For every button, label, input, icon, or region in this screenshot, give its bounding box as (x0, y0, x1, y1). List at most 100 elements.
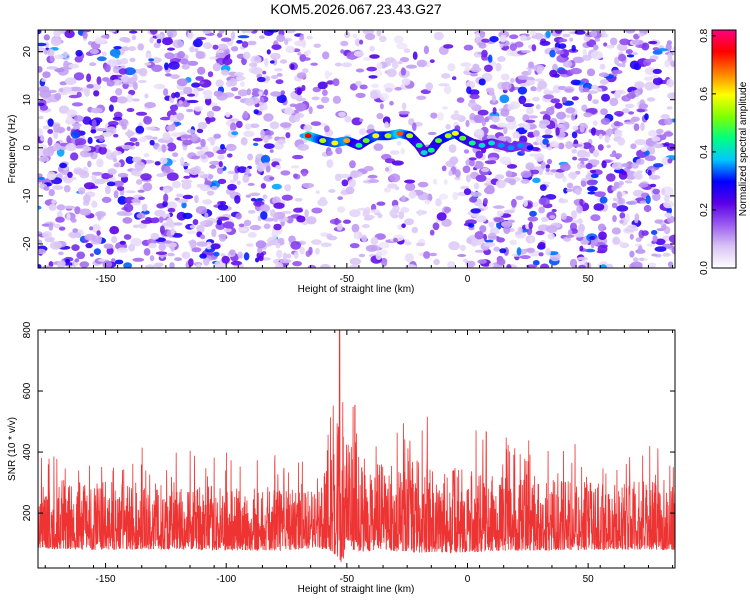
spectrogram-cell (200, 81, 205, 85)
spectrogram-cell (55, 216, 65, 223)
spectrogram-cell (227, 183, 237, 191)
spectrogram-cell (621, 170, 627, 176)
spectrogram-cell (514, 41, 524, 48)
spectrogram-cell (593, 203, 605, 211)
spectrogram-cell (320, 96, 330, 104)
spectrogram-cell (93, 248, 101, 256)
spectrogram-cell (265, 76, 271, 81)
spectrogram-cell (108, 30, 116, 33)
spectrogram-cell (246, 243, 254, 247)
spectrogram-cell (629, 60, 640, 70)
spectrogram-cell (486, 134, 496, 140)
spectrogram-cell (200, 154, 207, 160)
spectrogram-cell (295, 103, 305, 112)
colorbar-tick-label: 0.6 (699, 86, 710, 100)
spectrogram-cell (218, 234, 228, 238)
spectrogram-cell (284, 106, 294, 115)
spectrogram-cell (150, 232, 160, 240)
spectrogram-cell (242, 174, 250, 183)
spectrogram-cell (477, 259, 488, 264)
spectrogram-cell (380, 249, 388, 256)
spectrogram-cell (265, 164, 271, 173)
spectrogram-cell (626, 92, 636, 99)
spectrogram-cell (158, 243, 166, 251)
spectrogram-cell (195, 76, 204, 81)
spectrogram-cell (538, 206, 545, 214)
spectrogram-cell (119, 37, 130, 42)
snr-panel: -150 -100 -50 0 50 200 400 600 800 Height of st… (7, 321, 676, 595)
spectrogram-cell (396, 140, 402, 146)
spectrogram-cell (135, 111, 148, 116)
spectrogram-cell (280, 122, 292, 128)
spectrogram-cell (432, 178, 438, 185)
spectrogram-cell (253, 142, 259, 146)
spectrogram-cell (629, 250, 635, 258)
spectrogram-cell (74, 115, 84, 122)
spectrogram-cell (664, 212, 672, 218)
spectrogram-cell (297, 52, 302, 56)
spectrogram-cell (191, 82, 201, 88)
spectrogram-cell (116, 247, 129, 253)
spectrogram-cell (667, 52, 673, 60)
spectrogram-cell (135, 179, 143, 185)
spectrogram-cell (571, 210, 577, 220)
spectrogram-cell (128, 46, 136, 52)
spectrogram-cell (208, 174, 214, 180)
spectrogram-cell (290, 165, 300, 169)
spectrogram-cell (540, 263, 550, 268)
spectrogram-cell (284, 30, 296, 34)
spectrogram-cell (236, 40, 243, 44)
spectrogram-cell (532, 201, 539, 207)
spectrogram-cell (671, 46, 675, 55)
spectrogram-cell (621, 163, 630, 168)
spectrogram-cell (164, 73, 172, 77)
spectrogram-cell (204, 212, 209, 219)
spectrogram-cell (148, 242, 157, 249)
spectrogram-cell (106, 181, 116, 187)
spectrogram-cell (138, 67, 148, 77)
spectrogram-cell (276, 249, 283, 259)
spectrogram-cell (550, 98, 561, 104)
spectrogram-cell (435, 198, 442, 207)
colorbar-tick-label: 0.4 (699, 145, 710, 159)
spectrogram-cell (405, 182, 416, 192)
spectrogram-cell (38, 205, 42, 210)
spectrogram-cell (497, 56, 506, 62)
spectrogram-cell (485, 239, 494, 243)
spectrogram-cell (153, 42, 161, 49)
x-tick-label: -150 (96, 274, 116, 285)
spectrogram-cell (256, 163, 266, 172)
signal-point (459, 135, 467, 141)
spectrogram-cell (408, 190, 417, 199)
spectrogram-cell (71, 131, 80, 139)
spectrogram-cell (205, 220, 214, 227)
spectrogram-cell (611, 162, 624, 170)
spectrogram-cell (519, 82, 531, 87)
spectrogram-cell (644, 81, 655, 91)
spectrogram-cell (247, 182, 255, 186)
spectrogram-cell (349, 257, 362, 266)
spectrogram-cell (316, 104, 325, 109)
spectrogram-cell (54, 93, 62, 101)
spectrogram-cell (640, 146, 648, 152)
spectrogram-cell (66, 126, 71, 131)
spectrogram-cell (664, 195, 670, 203)
spectrogram-cell (66, 213, 71, 221)
spectrogram-cell (520, 170, 532, 178)
spectrogram-cell (631, 39, 644, 45)
spectrogram-cell (101, 131, 113, 137)
spectrogram-cell (469, 89, 480, 96)
spectrogram-cell (614, 56, 620, 65)
spectrogram-cell (187, 30, 194, 40)
spectrogram-cell (499, 94, 510, 104)
spectrogram-cell (614, 129, 622, 136)
spectrogram-cell (42, 125, 50, 130)
spectrogram-cell (530, 169, 540, 175)
spectrogram-cell (190, 155, 201, 160)
spectrogram-cell (389, 150, 400, 155)
spectrogram-cell (522, 103, 535, 108)
spectrogram-cell (617, 137, 626, 146)
spectrogram-cell (65, 77, 77, 85)
spectrogram-cell (634, 217, 639, 224)
spectrogram-cell (89, 62, 97, 67)
